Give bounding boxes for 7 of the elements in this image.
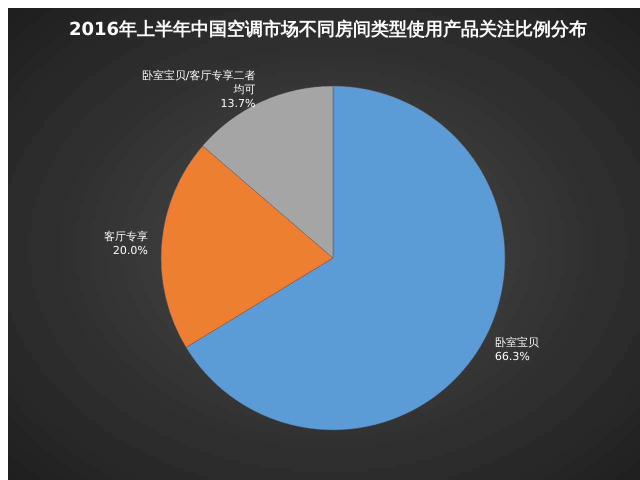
slice-label: 卧室宝贝 (494, 336, 539, 350)
data-label: 66.3% (494, 350, 530, 364)
slice-label: 客厅专享 (104, 230, 148, 243)
data-label: 13.7% (220, 97, 256, 110)
chart-title: 2016年上半年中国空调市场不同房间类型使用产品关注比例分布 (68, 19, 588, 40)
slice-label: 卧室宝贝/客厅专享二者均可 (142, 69, 256, 96)
data-label: 20.0% (112, 244, 148, 257)
